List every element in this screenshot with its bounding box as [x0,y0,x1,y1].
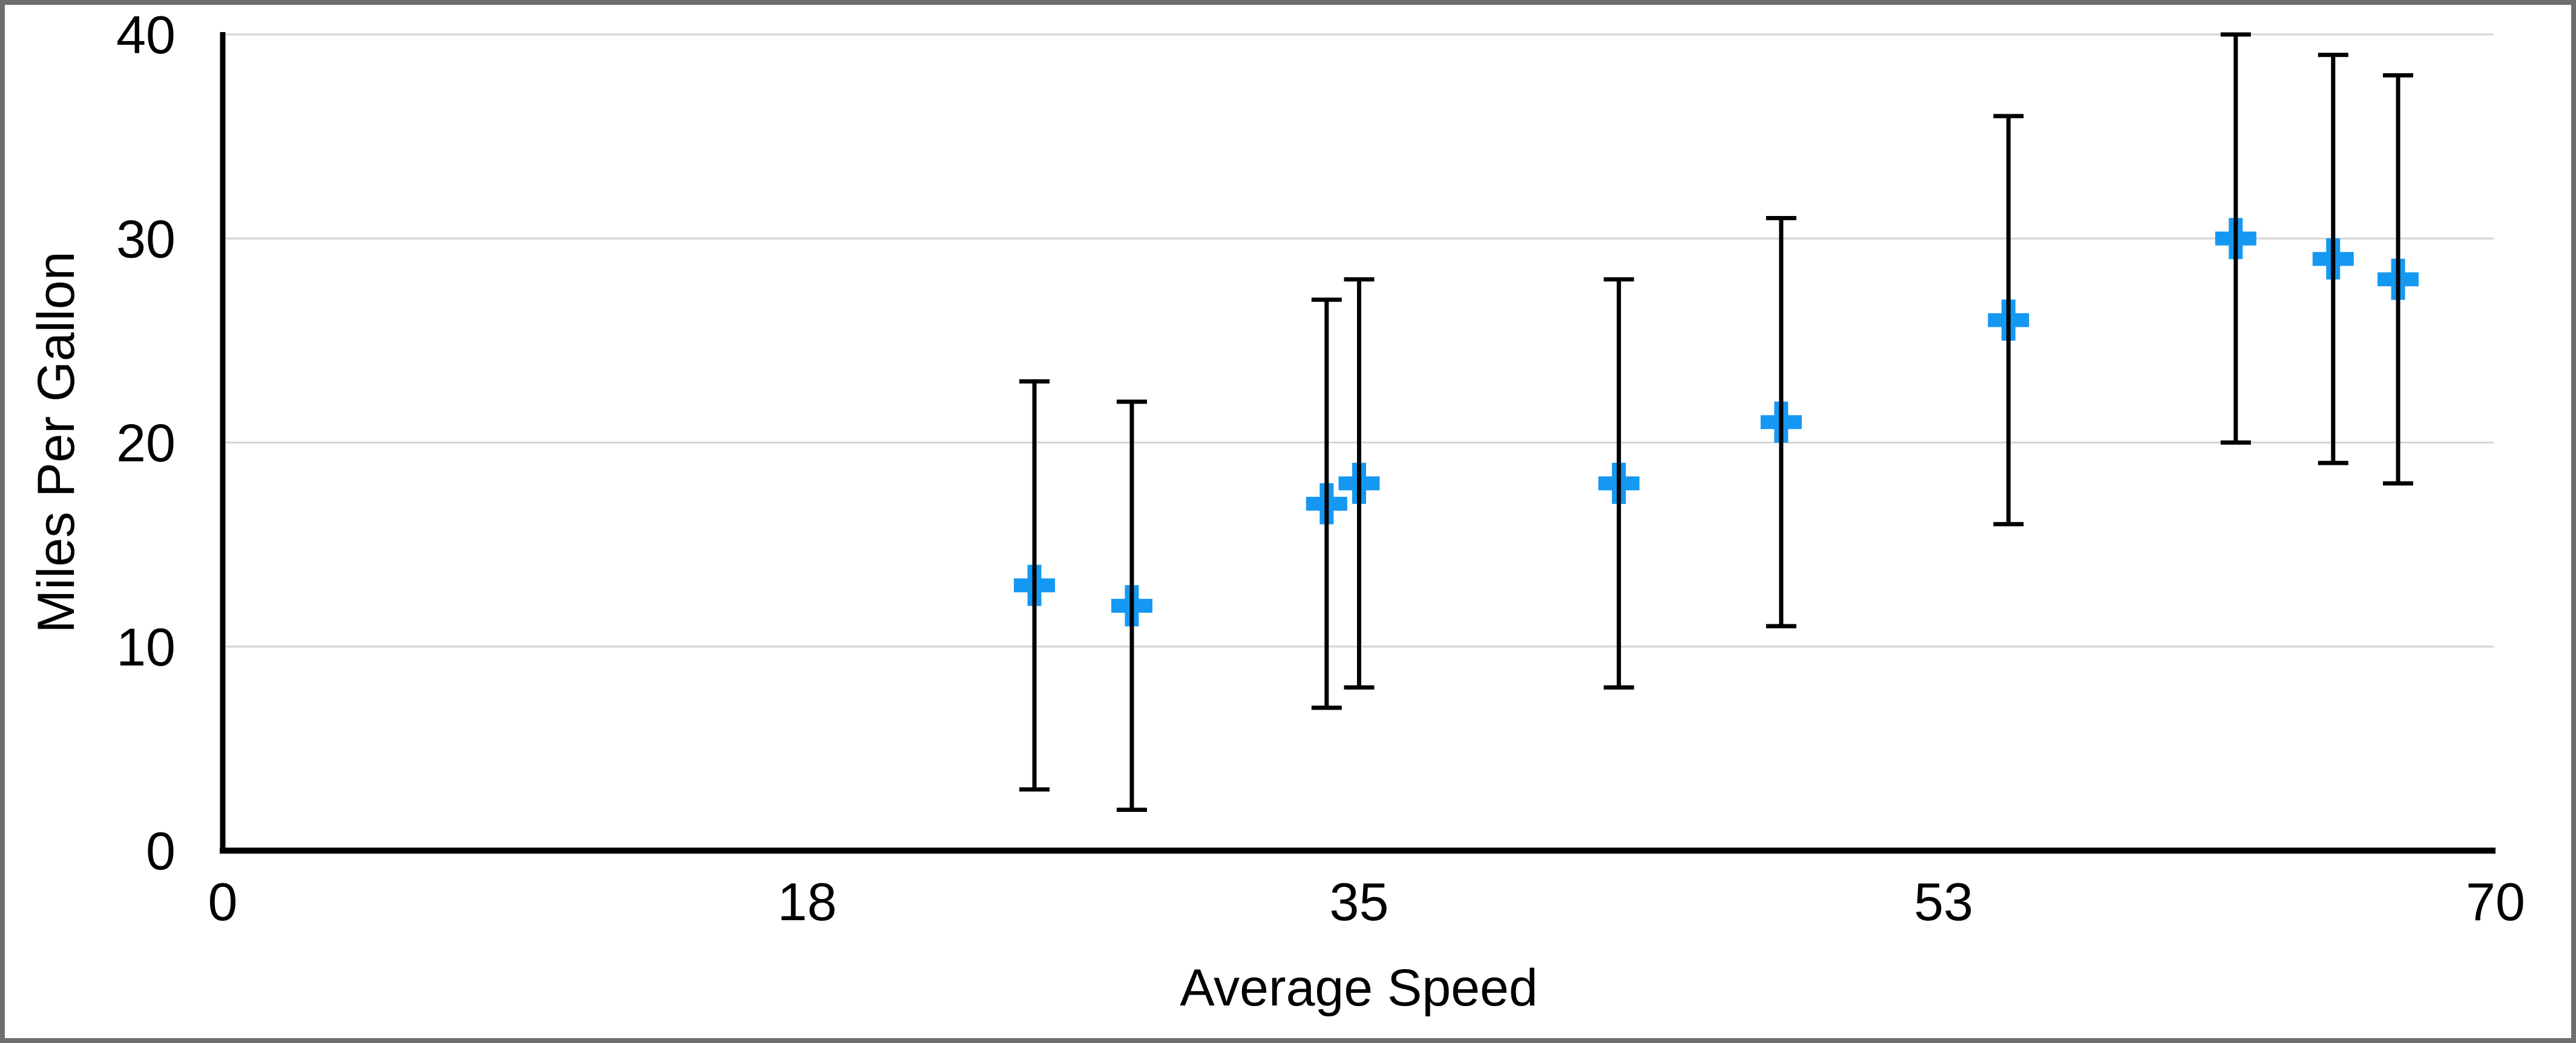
y-tick-label: 10 [116,617,176,677]
error-bar [1344,277,1375,690]
y-tick-label: 20 [116,413,176,473]
y-axis-title: Miles Per Gallon [27,252,85,633]
y-axis-tick-labels: 0 10 20 30 40 [116,5,176,881]
x-tick-label: 0 [208,872,238,932]
error-bars [1019,32,2414,812]
y-tick-label: 40 [116,5,176,65]
error-bar [1993,114,2024,526]
error-bar [1117,399,1147,812]
x-tick-label: 35 [1330,872,1389,932]
x-tick-label: 70 [2466,872,2525,932]
error-bar [1766,216,1796,629]
x-axis-tick-labels: 0 18 35 53 70 [208,872,2525,932]
error-bar [1603,277,1634,690]
error-bar [2318,53,2348,465]
x-tick-label: 53 [1914,872,1973,932]
y-tick-label: 0 [146,821,176,881]
x-tick-label: 18 [778,872,837,932]
error-bar [1019,379,1050,792]
error-bar [1311,297,1342,710]
data-point-markers [1014,218,2419,627]
y-tick-label: 30 [116,209,176,269]
error-bar [2220,32,2251,445]
x-axis-title: Average Speed [1180,959,1537,1017]
error-bar [2383,73,2414,486]
